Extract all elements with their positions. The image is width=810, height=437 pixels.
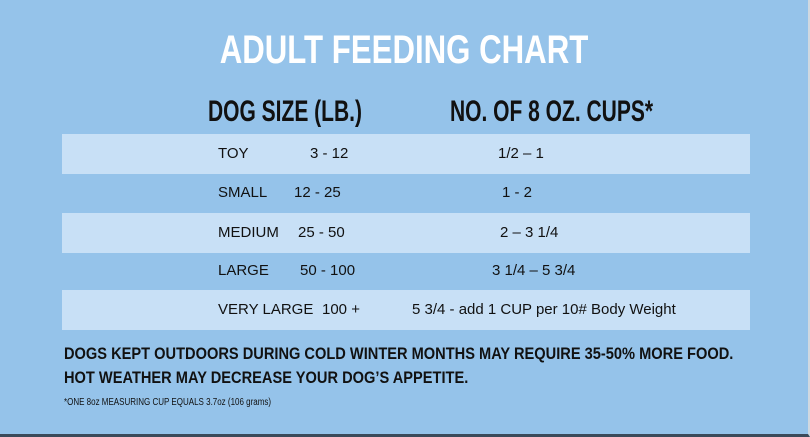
- cups-value: 2 – 3 1/4: [500, 224, 559, 241]
- header-dog-size: DOG SIZE (LB.): [208, 95, 362, 128]
- cups-value: 1/2 – 1: [498, 145, 544, 162]
- table-row: TOY 3 - 12 1/2 – 1: [62, 134, 750, 174]
- size-label: VERY LARGE: [218, 301, 314, 318]
- header-cups: NO. OF 8 OZ. CUPS*: [450, 95, 654, 128]
- weight-range: 100 +: [322, 301, 360, 318]
- table-row: LARGE 50 - 100 3 1/4 – 5 3/4: [62, 251, 750, 291]
- cups-value: 3 1/4 – 5 3/4: [492, 262, 576, 279]
- table-row: MEDIUM 25 - 50 2 – 3 1/4: [62, 213, 750, 253]
- cups-value: 5 3/4 - add 1 CUP per 10# Body Weight: [412, 301, 676, 318]
- size-label: SMALL: [218, 184, 268, 201]
- table-row: SMALL 12 - 25 1 - 2: [62, 173, 750, 213]
- chart-title: ADULT FEEDING CHART: [219, 28, 589, 72]
- footnote: *ONE 8oz MEASURING CUP EQUALS 3.7oz (106…: [64, 397, 272, 408]
- weight-range: 12 - 25: [294, 184, 341, 201]
- weight-range: 25 - 50: [298, 224, 345, 241]
- cups-value: 1 - 2: [502, 184, 533, 201]
- table-row: VERY LARGE 100 + 5 3/4 - add 1 CUP per 1…: [62, 290, 750, 330]
- size-label: TOY: [218, 145, 249, 162]
- size-label: MEDIUM: [218, 224, 279, 241]
- note-hot-weather: HOT WEATHER MAY DECREASE YOUR DOG’S APPE…: [64, 368, 469, 387]
- note-cold-weather: DOGS KEPT OUTDOORS DURING COLD WINTER MO…: [64, 344, 734, 363]
- size-label: LARGE: [218, 262, 269, 279]
- weight-range: 3 - 12: [310, 145, 349, 162]
- weight-range: 50 - 100: [300, 262, 356, 279]
